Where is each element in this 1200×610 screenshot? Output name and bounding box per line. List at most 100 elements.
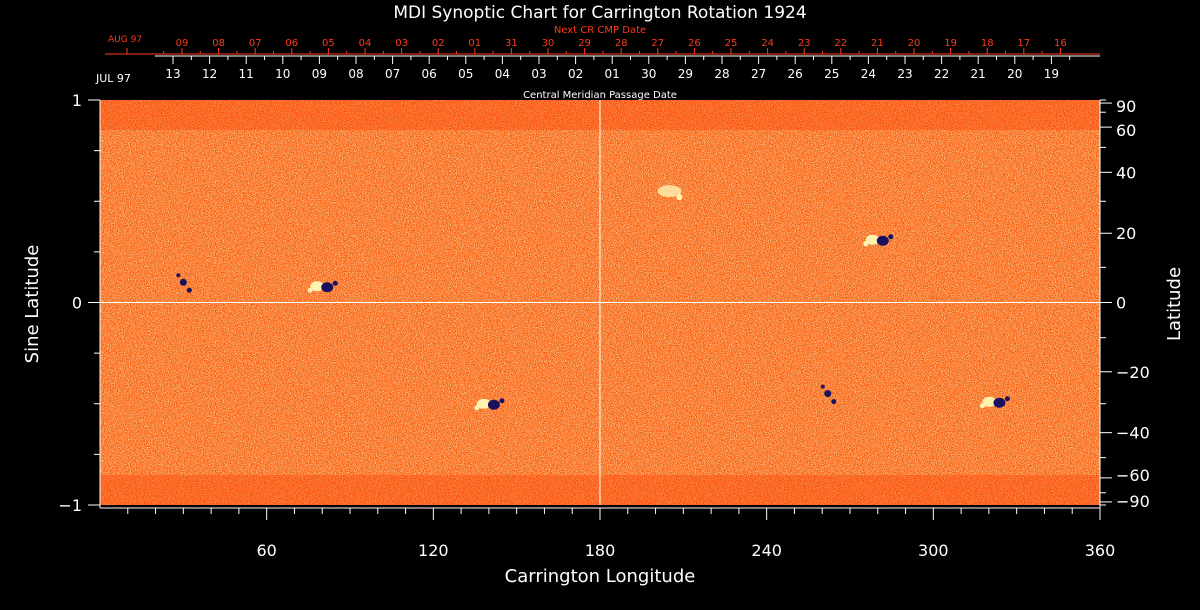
- y-left-tick-label: −1: [58, 496, 82, 515]
- active-region: [474, 398, 505, 411]
- next-cr-date-label: 22: [834, 38, 847, 49]
- active-region: [307, 280, 338, 293]
- cmp-date-label: 28: [714, 67, 729, 81]
- positive-spot: [982, 396, 997, 407]
- cmp-date-label: 05: [458, 67, 473, 81]
- x-tick-label: 120: [418, 541, 449, 560]
- cmp-date-label: 26: [788, 67, 803, 81]
- y-right-tick-label: −40: [1116, 424, 1150, 443]
- next-cr-date-label: 18: [981, 38, 994, 49]
- negative-spot: [824, 390, 832, 398]
- positive-spot: [310, 281, 325, 292]
- cmp-date-label: 21: [971, 67, 986, 81]
- x-tick-label: 360: [1085, 541, 1116, 560]
- next-cr-date-label: 05: [322, 38, 335, 49]
- y-right-tick-label: 40: [1116, 163, 1136, 182]
- active-region: [979, 396, 1010, 409]
- cmp-date-label: 11: [239, 67, 254, 81]
- next-cr-date-label: 30: [542, 38, 555, 49]
- positive-spot: [676, 194, 683, 201]
- y-right-tick-label: 20: [1116, 224, 1136, 243]
- next-cr-axis: 09 08 07 06 05 04 03 02 01 31 30 29 28 27 26 25 24 23 22 21…: [105, 38, 1100, 55]
- y-left-axis: 1 0 −1: [58, 91, 100, 515]
- cmp-start-month: JUL 97: [95, 72, 131, 85]
- active-region: [176, 273, 192, 293]
- chart-title: MDI Synoptic Chart for Carrington Rotati…: [393, 3, 806, 23]
- y-right-tick-label: 90: [1116, 97, 1136, 116]
- y-right-tick-label: 60: [1116, 121, 1136, 140]
- y-left-tick-label: 0: [72, 294, 82, 313]
- cmp-date-label: 24: [861, 67, 876, 81]
- negative-spot: [820, 384, 825, 389]
- x-tick-label: 60: [256, 541, 276, 560]
- next-cr-date-label: 20: [908, 38, 921, 49]
- positive-spot: [307, 287, 313, 293]
- y-right-tick-label: −20: [1116, 363, 1150, 382]
- next-cr-date-label: 29: [578, 38, 591, 49]
- cmp-date-label: 10: [275, 67, 290, 81]
- next-cr-date-label: 16: [1054, 38, 1067, 49]
- y-right-tick-label: 0: [1116, 294, 1126, 313]
- cmp-date-label: 22: [934, 67, 949, 81]
- positive-spot: [657, 185, 682, 198]
- positive-spot: [865, 234, 880, 245]
- next-cr-date-label: 07: [249, 38, 262, 49]
- next-cr-date-label: 25: [725, 38, 738, 49]
- negative-spot: [186, 287, 192, 293]
- cmp-date-label: 07: [385, 67, 400, 81]
- y-right-axis-title: Latitude: [1164, 267, 1185, 341]
- negative-spot: [888, 234, 894, 240]
- negative-spot: [332, 280, 338, 286]
- next-cr-date-label: 31: [505, 38, 518, 49]
- positive-spot: [979, 403, 985, 409]
- next-cr-date-label: 03: [395, 38, 408, 49]
- active-region: [820, 384, 837, 405]
- next-cr-date-label: 02: [432, 38, 445, 49]
- negative-spot: [1004, 396, 1010, 402]
- next-cr-date-label: 19: [944, 38, 957, 49]
- y-left-tick-label: 1: [72, 91, 82, 110]
- cmp-axis-label: Central Meridian Passage Date: [523, 90, 677, 101]
- x-axis: 60 120 180 240 300 360: [127, 508, 1116, 560]
- negative-spot: [993, 397, 1006, 408]
- y-right-axis: 90 60 40 20 0 −20 −40 −60 −90: [1100, 97, 1150, 511]
- x-tick-label: 180: [585, 541, 616, 560]
- cmp-date-label: 03: [531, 67, 546, 81]
- crosshair-grid: [100, 100, 1100, 505]
- cmp-date-label: 29: [678, 67, 693, 81]
- next-cr-date-label: 04: [359, 38, 372, 49]
- next-cr-date-label: 23: [798, 38, 811, 49]
- cmp-date-label: 25: [824, 67, 839, 81]
- cmp-date-label: 20: [1007, 67, 1022, 81]
- next-cr-date-label: 26: [688, 38, 701, 49]
- negative-spot: [487, 399, 500, 410]
- next-cr-date-label: 09: [176, 38, 189, 49]
- cmp-date-label: 08: [348, 67, 363, 81]
- negative-spot: [176, 273, 181, 278]
- next-cr-date-label: 24: [761, 38, 774, 49]
- cmp-date-label: 23: [897, 67, 912, 81]
- next-cr-date-label: 28: [615, 38, 628, 49]
- next-cr-date-label: 17: [1017, 38, 1030, 49]
- cmp-date-label: 12: [202, 67, 217, 81]
- active-regions: [176, 185, 1010, 411]
- negative-spot: [876, 235, 889, 246]
- negative-spot: [179, 278, 187, 286]
- next-cr-date-label: 01: [468, 38, 481, 49]
- negative-spot: [831, 399, 837, 405]
- cmp-date-axis: 13 12 11 10 09 08 07 06 05 04 03 02 01 30 29 28 27 26 25 24…: [155, 55, 1100, 81]
- x-axis-title: Carrington Longitude: [505, 566, 696, 587]
- active-region: [657, 185, 683, 201]
- next-cr-date-label: 21: [871, 38, 884, 49]
- cmp-date-label: 04: [495, 67, 510, 81]
- next-cr-axis-label: Next CR CMP Date: [554, 25, 646, 36]
- cmp-date-label: 13: [165, 67, 180, 81]
- cmp-date-label: 09: [312, 67, 327, 81]
- cmp-date-label: 30: [641, 67, 656, 81]
- y-left-axis-title: Sine Latitude: [22, 245, 43, 364]
- cmp-date-label: 01: [605, 67, 620, 81]
- next-cr-date-label: 06: [285, 38, 298, 49]
- cmp-date-label: 19: [1044, 67, 1059, 81]
- negative-spot: [321, 282, 334, 293]
